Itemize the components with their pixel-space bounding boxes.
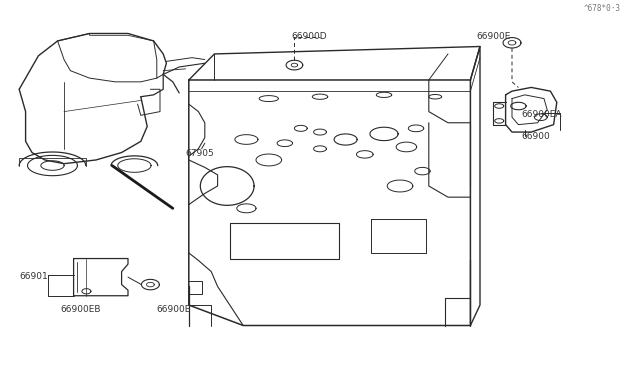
Text: ^678*0·3: ^678*0·3 [584, 4, 621, 13]
Text: 66900: 66900 [522, 132, 550, 141]
Text: 66900D: 66900D [291, 32, 327, 41]
Text: 66901: 66901 [19, 272, 48, 280]
Text: 66900EB: 66900EB [61, 305, 101, 314]
Text: 67905: 67905 [186, 149, 214, 158]
Text: 66900E: 66900E [477, 32, 511, 41]
Text: 66900E: 66900E [157, 305, 191, 314]
Text: 66900EA: 66900EA [522, 110, 562, 119]
